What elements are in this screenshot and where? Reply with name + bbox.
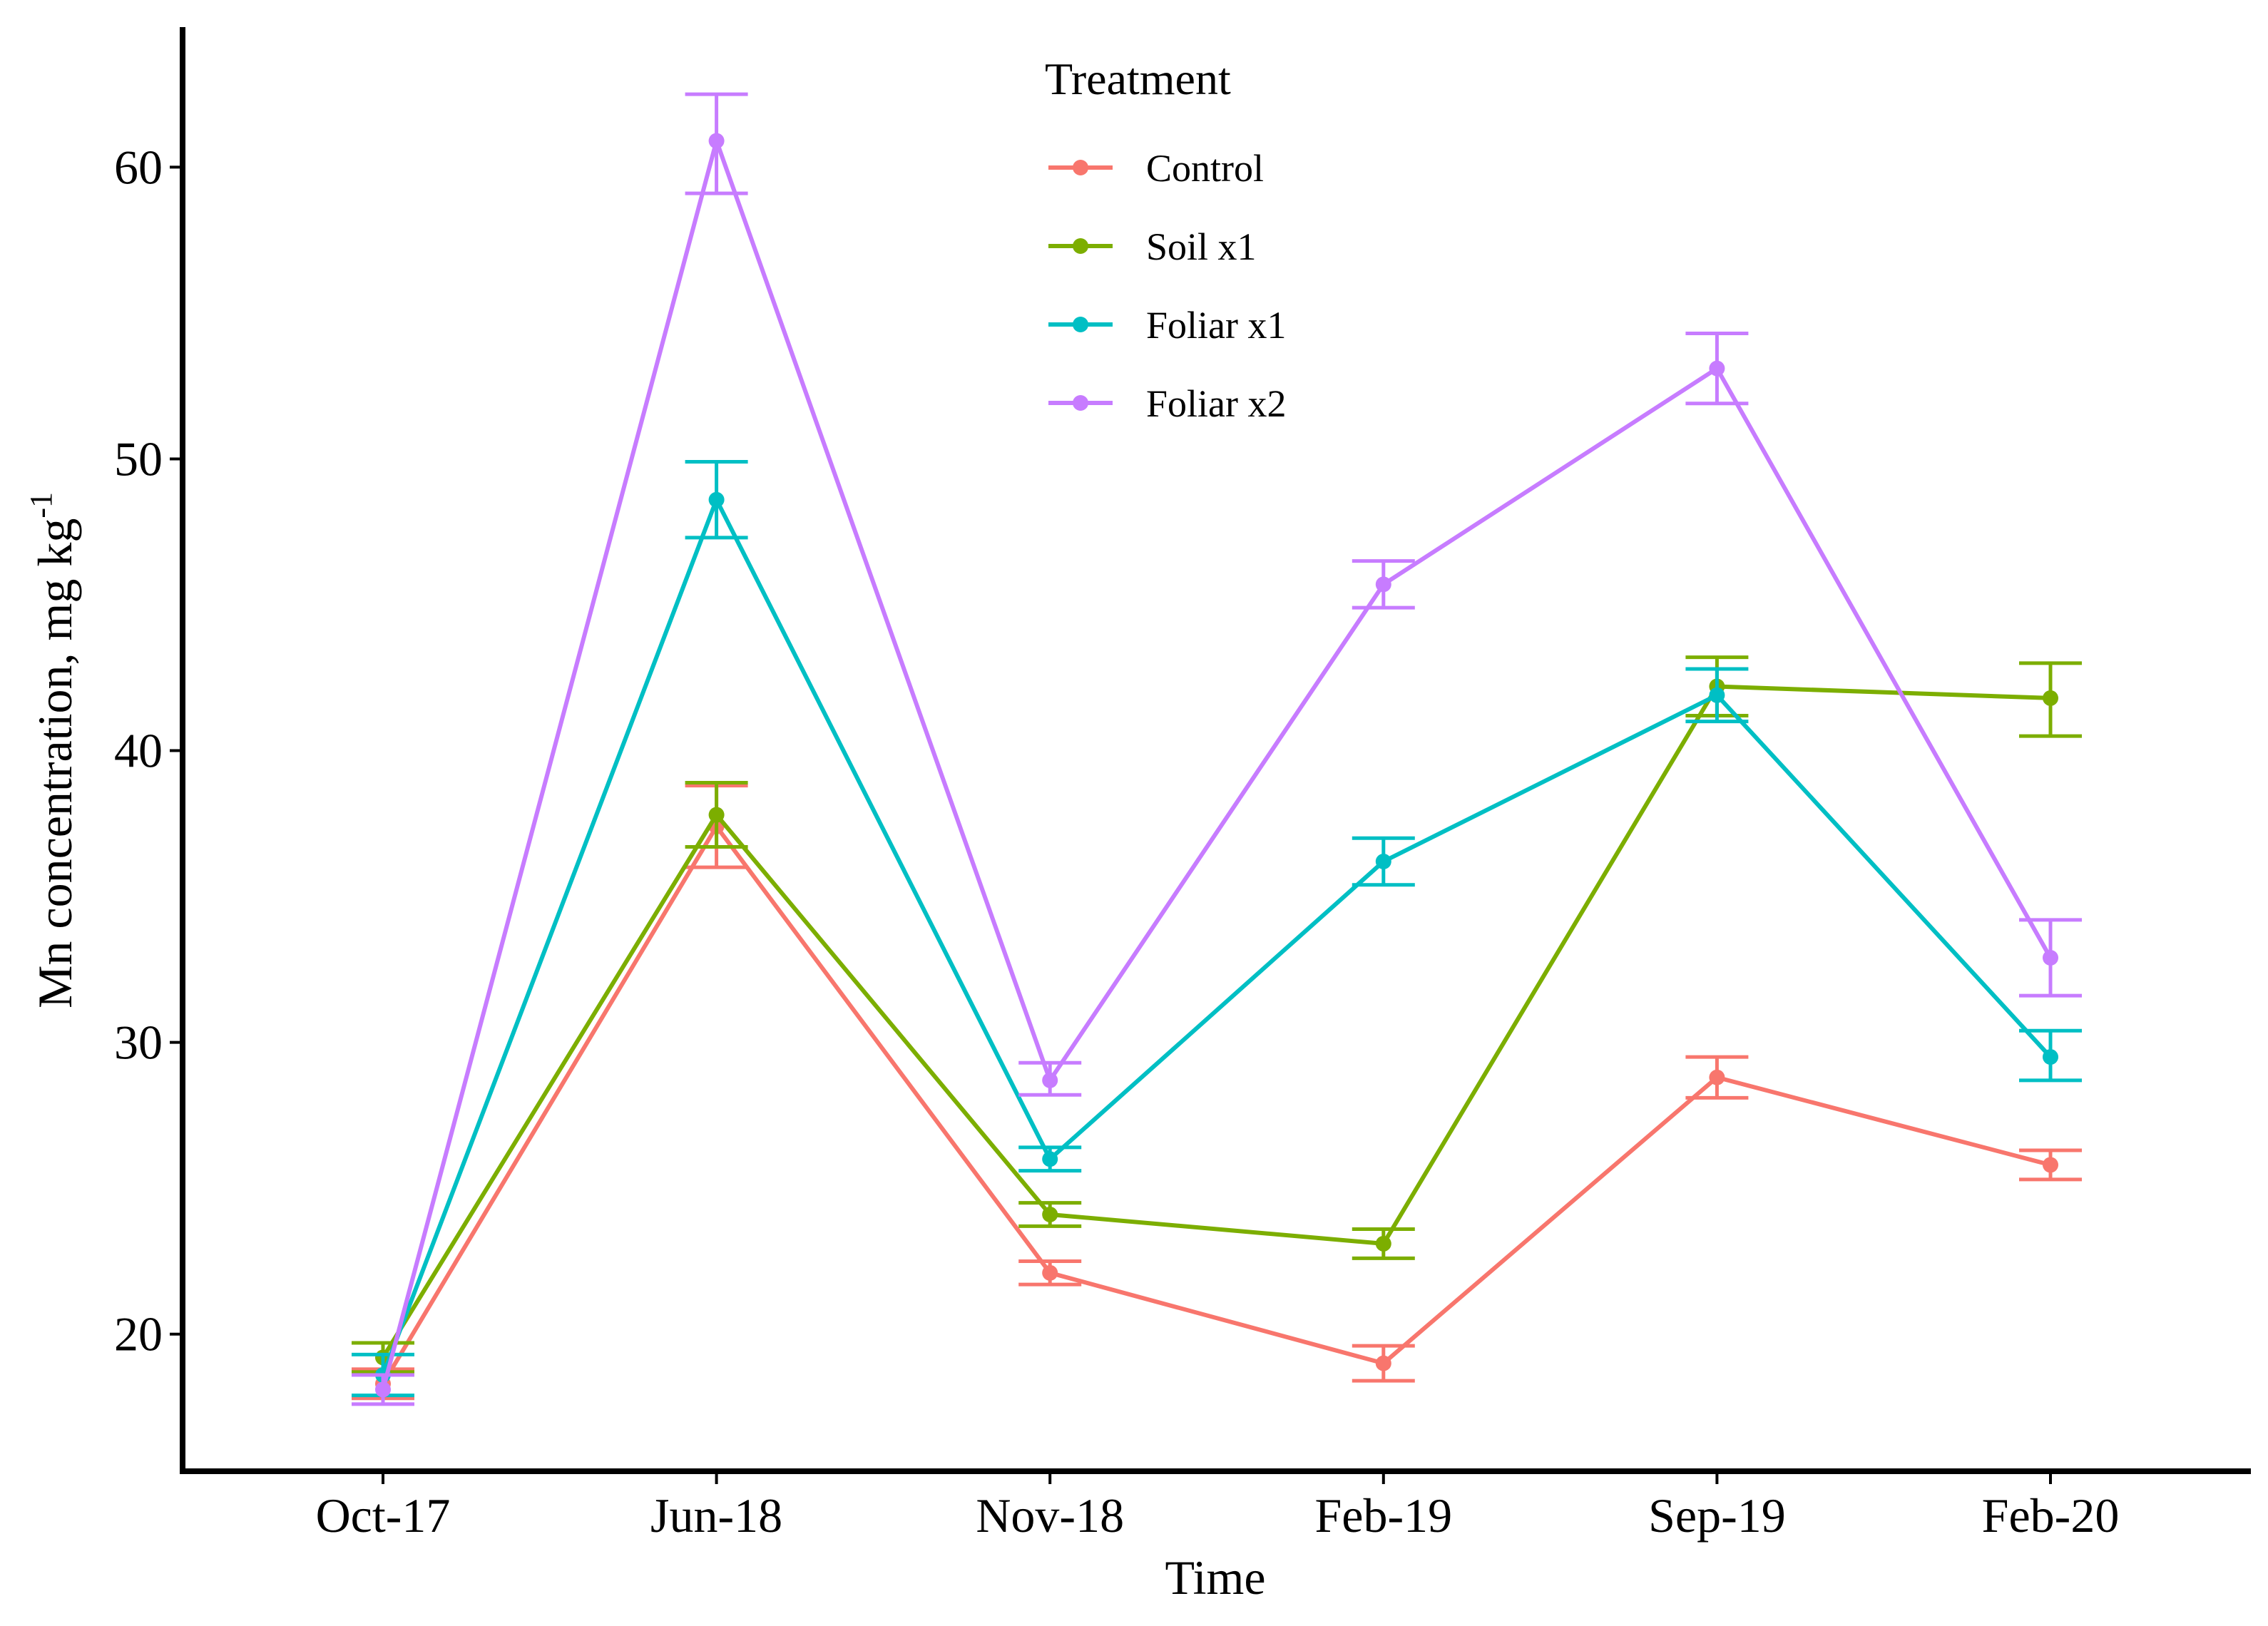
legend-item: Soil x1 (1048, 225, 1257, 268)
series-line (381, 684, 2051, 1359)
series-soil-x1 (352, 655, 2082, 1374)
legend: Treatment Control Soil x1 Foliar x1 Foliar … (1045, 53, 1287, 425)
data-point (708, 807, 725, 823)
data-point (1042, 1151, 1058, 1167)
y-tick-label: 50 (114, 431, 163, 486)
data-point (2043, 1049, 2058, 1065)
data-point (1042, 1207, 1058, 1222)
legend-items: Control Soil x1 Foliar x1 Foliar x2 (1048, 147, 1287, 425)
series-line (381, 138, 2053, 1391)
legend-label: Soil x1 (1146, 225, 1257, 268)
data-point (1375, 854, 1391, 869)
ticks-layer: 20 30 40 50 60 Oct-17 Jun-18 Nov-18 Feb-19 Sep-19… (114, 140, 2119, 1543)
data-point (1709, 360, 1725, 377)
data-point (708, 491, 725, 508)
y-axis-title: Mn concentration, mg kg-1 (24, 492, 82, 1008)
y-axis-title-superscript: -1 (24, 492, 58, 518)
y-tick-label: 30 (114, 1016, 163, 1070)
series-foliar-x2 (352, 92, 2082, 1406)
x-tick-label: Feb-20 (1982, 1488, 2120, 1543)
legend-label: Foliar x1 (1146, 304, 1287, 347)
y-tick-label: 40 (114, 724, 163, 778)
data-point (1042, 1264, 1058, 1281)
x-tick-label: Jun-18 (650, 1488, 782, 1543)
x-tick-label: Feb-19 (1314, 1488, 1452, 1543)
data-point (2043, 1157, 2058, 1173)
plot-data-layer (352, 92, 2082, 1406)
legend-label: Foliar x2 (1146, 382, 1287, 425)
x-tick-label: Nov-18 (976, 1488, 1124, 1543)
axes-layer (180, 27, 2251, 1474)
x-axis-title: Time (1165, 1550, 1265, 1605)
legend-key-point (1073, 395, 1088, 411)
series-line (381, 497, 2053, 1376)
data-point (2043, 690, 2058, 706)
legend-title: Treatment (1045, 53, 1231, 104)
data-point (1709, 1069, 1725, 1085)
y-axis-title-main: Mn concentration, mg kg (28, 518, 82, 1008)
data-point (1709, 687, 1725, 703)
data-point (708, 133, 725, 149)
legend-label: Control (1146, 147, 1264, 190)
series-line (381, 824, 2051, 1385)
series-control (352, 784, 2082, 1401)
legend-item: Control (1048, 147, 1264, 190)
legend-key-point (1073, 160, 1088, 175)
x-tick-label: Oct-17 (316, 1488, 451, 1543)
x-tick-label: Sep-19 (1648, 1488, 1786, 1543)
data-point (1375, 1235, 1391, 1252)
data-point (1042, 1072, 1058, 1088)
legend-key-point (1073, 238, 1088, 254)
data-point (2043, 950, 2058, 966)
data-point (1375, 1355, 1391, 1371)
series-foliar-x1 (352, 460, 2082, 1398)
legend-item: Foliar x2 (1048, 382, 1287, 425)
y-tick-label: 20 (114, 1307, 163, 1361)
data-point (1375, 576, 1391, 593)
legend-key-point (1073, 317, 1088, 332)
y-tick-label: 60 (114, 140, 163, 194)
data-point (375, 1381, 391, 1398)
legend-item: Foliar x1 (1048, 304, 1287, 347)
